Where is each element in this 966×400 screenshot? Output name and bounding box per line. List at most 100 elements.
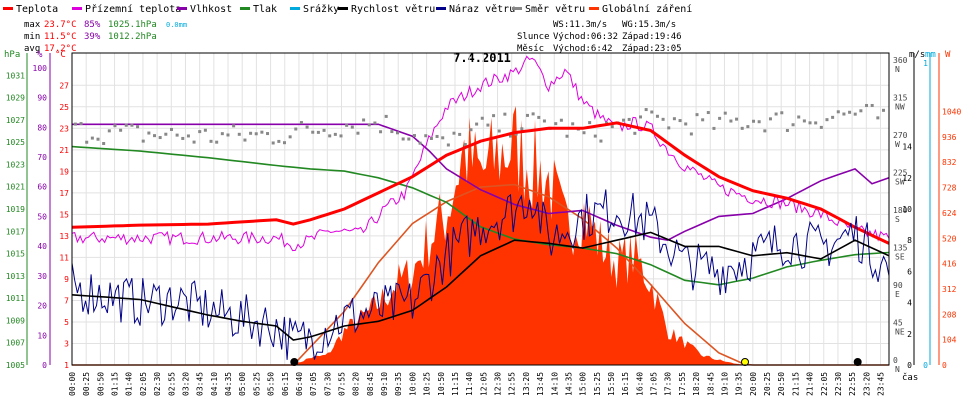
winddir-point — [509, 134, 513, 138]
pressure-tick-label: 1009 — [6, 316, 25, 325]
temp-tick-label: 1 — [64, 361, 69, 370]
sun-label: Slunce — [517, 32, 550, 42]
winddir-point — [678, 119, 682, 123]
winddir-point — [249, 131, 253, 135]
series-line-vlhkost — [72, 123, 890, 242]
x-tick-label: 19:10 — [720, 372, 729, 396]
radiation-tick-label: 624 — [942, 209, 957, 218]
pressure-tick-label: 1027 — [6, 116, 25, 125]
winddir-compass-label: N — [895, 65, 900, 74]
humidity-tick-label: 80 — [37, 123, 47, 132]
x-tick-label: 20:50 — [777, 372, 786, 396]
winddir-compass-label: NE — [895, 328, 905, 337]
moon-set: Západ:23:05 — [622, 44, 682, 54]
winddir-point — [294, 127, 298, 131]
winddir-point — [689, 132, 693, 136]
winddir-compass-label: NW — [895, 103, 905, 112]
winddir-point — [322, 128, 326, 132]
temp-tick-label: 9 — [64, 275, 69, 284]
temp-tick-label: 25 — [59, 103, 69, 112]
winddir-point — [407, 137, 411, 141]
x-tick-label: 02:55 — [167, 372, 176, 396]
temp-tick-label: 21 — [59, 146, 69, 155]
stats-max-hum: 85% — [84, 20, 101, 30]
x-tick-label: 02:05 — [139, 372, 148, 396]
legend-swatch-tlak — [240, 7, 250, 10]
x-tick-label: 13:20 — [522, 372, 531, 396]
moon-label: Měsíc — [517, 44, 544, 54]
temp-tick-label: 11 — [59, 253, 69, 262]
winddir-point — [763, 129, 767, 133]
x-tick-label: 08:45 — [366, 372, 375, 396]
winddir-point — [831, 115, 835, 119]
winddir-point — [153, 134, 157, 138]
x-tick-label: 14:10 — [550, 372, 559, 396]
winddir-compass-label: W — [895, 140, 900, 149]
unit-pct: % — [37, 50, 43, 60]
chart-title: 7.4.2011 — [453, 51, 511, 65]
winddir-tick-label: 315 — [893, 94, 908, 103]
pressure-tick-label: 1019 — [6, 205, 25, 214]
rain-tick-label: 1 — [923, 59, 928, 68]
winddir-point — [514, 132, 518, 136]
winddir-point — [706, 111, 710, 115]
winddir-point — [723, 111, 727, 115]
winddir-point — [401, 137, 405, 141]
winddir-point — [610, 125, 614, 129]
radiation-tick-label: 520 — [942, 234, 957, 243]
unit-ms: m/s — [909, 50, 925, 60]
winddir-point — [424, 134, 428, 138]
winddir-point — [757, 120, 761, 124]
winddir-point — [752, 119, 756, 123]
humidity-tick-label: 90 — [37, 94, 47, 103]
winddir-point — [480, 116, 484, 120]
winddir-point — [130, 123, 134, 127]
x-tick-label: 18:45 — [706, 372, 715, 396]
x-tick-label: 21:15 — [791, 372, 800, 396]
winddir-point — [198, 130, 202, 134]
winddir-point — [819, 125, 823, 129]
winddir-point — [203, 128, 207, 132]
winddir-tick-label: 90 — [893, 281, 903, 290]
winddir-point — [559, 118, 563, 122]
winddir-compass-label: E — [895, 290, 900, 299]
astro-block: WS:11.3m/s WG:15.3m/s Slunce Východ:06:3… — [517, 20, 682, 54]
winddir-point — [260, 130, 264, 134]
windspeed-tick-label: 0 — [907, 361, 912, 370]
unit-cas: čas — [902, 372, 918, 383]
temp-tick-label: 5 — [64, 318, 69, 327]
winddir-point — [328, 134, 332, 138]
rain-tick-label: 0 — [923, 361, 928, 370]
x-tick-label: 07:30 — [323, 372, 332, 396]
winddir-point — [876, 116, 880, 120]
winddir-point — [384, 114, 388, 118]
winddir-point — [96, 137, 100, 141]
x-tick-label: 14:35 — [564, 372, 573, 396]
legend-swatch-teplota — [3, 7, 13, 10]
stats-max-press: 1025.1hPa — [108, 20, 157, 30]
x-tick-label: 17:55 — [678, 372, 687, 396]
winddir-point — [429, 136, 433, 140]
pressure-tick-label: 1005 — [6, 361, 25, 370]
stats-avg-temp: 17.2°C — [44, 44, 77, 54]
winddir-point — [356, 131, 360, 135]
stats-max-rain: 0.0mm — [166, 21, 187, 29]
winddir-point — [412, 134, 416, 138]
stats-min-label: min — [24, 32, 40, 42]
winddir-point — [367, 123, 371, 127]
winddir-point — [169, 127, 173, 131]
legend-label-prizemni-teplota: Přízemní teplota — [85, 3, 181, 15]
winddir-point — [718, 116, 722, 120]
winddir-point — [808, 121, 812, 125]
radiation-tick-label: 936 — [942, 133, 957, 142]
pressure-tick-label: 1011 — [6, 294, 25, 303]
winddir-point — [277, 139, 281, 143]
winddir-point — [746, 125, 750, 129]
unit-hpa: hPa — [4, 50, 20, 60]
stats-min-temp: 11.5°C — [44, 32, 77, 42]
winddir-point — [768, 117, 772, 121]
winddir-point — [271, 141, 275, 145]
winddir-point — [469, 128, 473, 132]
legend-label-srazky: Srážky — [303, 3, 339, 15]
right-axis-ticks: 0N45NE90E135SE180S225SW270W315NW360N0246… — [893, 56, 961, 374]
